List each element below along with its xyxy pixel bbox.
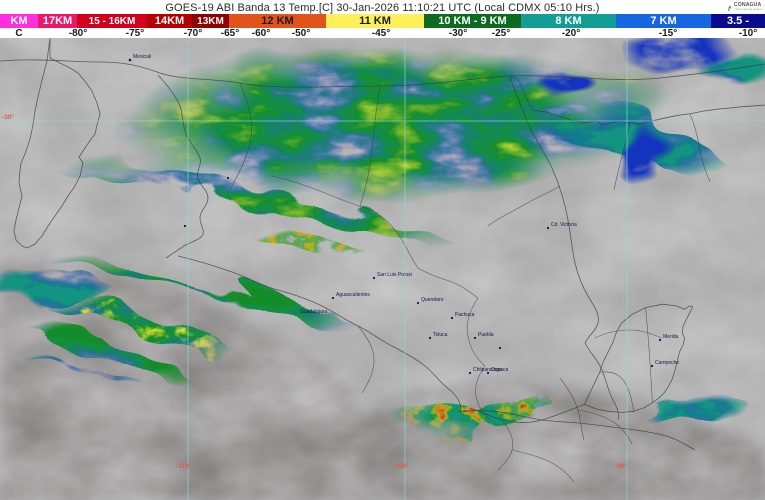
- svg-text:Cd. Victoria: Cd. Victoria: [551, 222, 577, 228]
- svg-text:Puebla: Puebla: [478, 332, 494, 338]
- svg-text:Oaxaca: Oaxaca: [491, 367, 508, 373]
- svg-text:Merida: Merida: [663, 334, 679, 340]
- svg-text:Toluca: Toluca: [433, 332, 448, 338]
- svg-text:San Luis Potosi: San Luis Potosi: [377, 272, 412, 278]
- svg-text:-90°: -90°: [615, 462, 627, 470]
- svg-text:Pachuca: Pachuca: [455, 312, 475, 318]
- svg-text:Campeche: Campeche: [655, 360, 679, 366]
- svg-text:Aguascalientes: Aguascalientes: [336, 292, 370, 298]
- svg-text:Guadalajara: Guadalajara: [300, 309, 327, 315]
- svg-text:-110°: -110°: [176, 462, 192, 470]
- svg-text:Mexicali: Mexicali: [133, 54, 151, 60]
- svg-text:-30°: -30°: [2, 113, 14, 121]
- svg-text:-100°: -100°: [393, 462, 409, 470]
- svg-text:Queretaro: Queretaro: [421, 297, 444, 303]
